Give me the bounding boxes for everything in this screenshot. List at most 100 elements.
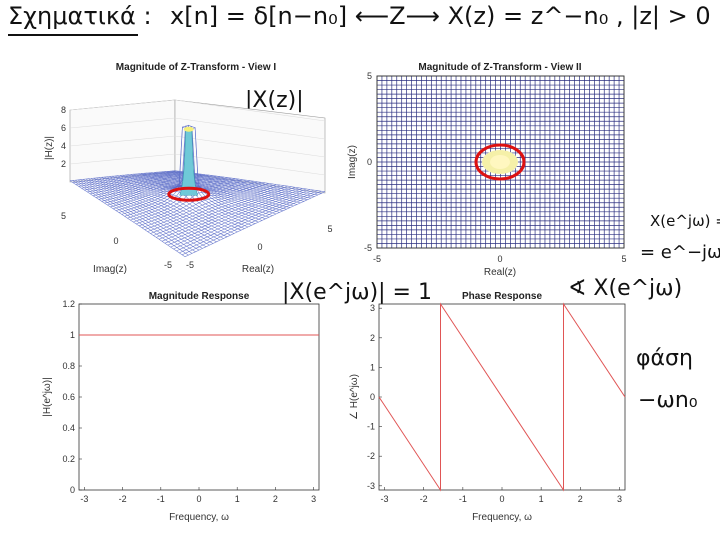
- surface-mesh-line: [151, 172, 294, 207]
- surface-mesh-line: [84, 172, 194, 191]
- x-tick-label: 1: [539, 494, 544, 504]
- y-tick-label: 1: [370, 362, 375, 372]
- surface-xtick-0: 0: [257, 242, 262, 252]
- surface-zlabel: |H(z)|: [44, 136, 55, 160]
- surface-mesh-line: [140, 173, 280, 213]
- y-tick-label: 0.4: [62, 423, 75, 433]
- heatmap-title: Magnitude of Z-Transform - View II: [418, 62, 581, 73]
- y-tick-label: -3: [367, 481, 375, 491]
- heatmap-peak-core: [490, 155, 510, 169]
- surface-wall-gridline: [69, 153, 176, 165]
- surface-wall-gridline: [69, 171, 176, 183]
- heatmap-frame: [376, 75, 625, 249]
- y-tick-label: 0.6: [62, 392, 75, 402]
- y-tick-label: 2: [370, 333, 375, 343]
- surface-z-tick-label: 4: [61, 141, 66, 151]
- handwritten-title: Σχηματικά :: [8, 2, 152, 30]
- surface-ytick-5: 5: [61, 211, 66, 221]
- x-tick-label: 2: [578, 494, 583, 504]
- x-tick-label: 1: [235, 494, 240, 504]
- y-tick-label: -2: [367, 451, 375, 461]
- surface-mesh: [69, 124, 326, 257]
- x-tick-label: -3: [80, 494, 88, 504]
- surface-mesh-line: [138, 173, 277, 215]
- heatmap-grid: [377, 76, 624, 248]
- surface-wall-gridline: [69, 135, 176, 147]
- y-tick-label: 1: [70, 330, 75, 340]
- surface-wall-gridline: [174, 135, 326, 158]
- surface-z-tick-label: 8: [61, 105, 66, 115]
- x-tick-label: 3: [311, 494, 316, 504]
- surface-wall-gridline: [69, 117, 176, 129]
- phase-series-line: [378, 302, 626, 492]
- x-tick-label: 2: [273, 494, 278, 504]
- magnitude-plot-area: [78, 303, 320, 491]
- annotation-phase-symbol: ∢ X(e^jω): [568, 276, 683, 301]
- heatmap-xtick-5: 5: [621, 254, 626, 264]
- magnitude-ticks: -3 -2 -1 0 1 2 3 0 0.2 0.4 0.6 0.8 1 1.2: [62, 299, 316, 504]
- heatmap-xtick-neg5: -5: [373, 254, 381, 264]
- surface-mesh-line: [184, 191, 326, 257]
- phase-title: Phase Response: [462, 291, 542, 302]
- surface-xlabel: Real(z): [242, 264, 274, 275]
- surface-mesh-line: [72, 170, 179, 183]
- magnitude-response-chart: Magnitude Response -3 -2 -1 0 1 2 3 0 0.2 0.4 0.6 0…: [42, 291, 320, 523]
- surface-mesh-line: [153, 172, 298, 205]
- phase-xlabel: Frequency, ω: [472, 512, 532, 523]
- surface-wall-gridline: [174, 99, 326, 122]
- x-tick-label: -2: [119, 494, 127, 504]
- y-tick-label: 1.2: [62, 299, 75, 309]
- surface-mesh-line: [87, 173, 198, 193]
- heatmap-xlabel: Real(z): [484, 267, 516, 278]
- x-tick-label: 0: [499, 494, 504, 504]
- surface-xtick-5: 5: [327, 224, 332, 234]
- surface-spike: [179, 126, 199, 196]
- surface-mesh-line: [78, 171, 187, 187]
- magnitude-xlabel: Frequency, ω: [169, 512, 229, 523]
- phase-response-chart: Phase Response -3 -2 -1 0 1 2 3 -3 -2 -1 0 1 2 3 Freq…: [349, 291, 626, 523]
- surface-mesh-line: [125, 124, 259, 223]
- magnitude-ylabel: |H(e^jω)|: [42, 377, 53, 416]
- x-tick-label: -3: [381, 494, 389, 504]
- x-tick-label: -1: [157, 494, 165, 504]
- surface-title: Magnitude of Z-Transform - View I: [116, 62, 277, 73]
- title-underline: [8, 34, 138, 36]
- surface-mesh-line: [75, 171, 183, 185]
- handwritten-equation: x[n] = δ[n−n₀] ⟵Z⟶ X(z) = z^−n₀ , |z| > …: [170, 2, 711, 30]
- surface-spike-top: [183, 126, 194, 132]
- surface-z-ticks: 2 4 6 8: [61, 105, 66, 169]
- surface-mesh-line: [69, 170, 176, 181]
- surface-unit-circle: [167, 186, 211, 202]
- y-tick-label: 3: [370, 303, 375, 313]
- surface-mesh-line: [156, 171, 301, 204]
- surface-wall-gridline: [174, 117, 326, 140]
- heatmap-ylabel: Imag(z): [347, 145, 358, 179]
- surface-wall-gridline: [174, 153, 326, 176]
- surface-mesh-line: [124, 124, 247, 217]
- phase-ylabel: ∠ H(e^jω): [349, 374, 360, 420]
- y-tick-label: 0: [370, 392, 375, 402]
- surface-mesh-line: [69, 180, 186, 257]
- surface-mesh-line: [107, 176, 224, 206]
- surface-chart: Magnitude of Z-Transform - View I 2 4 6 8 |…: [44, 62, 333, 275]
- surface-ytick-0: 0: [113, 236, 118, 246]
- heatmap-unit-circle: [474, 143, 526, 181]
- annotation-phasi: φάση: [636, 346, 693, 371]
- x-tick-label: -1: [459, 494, 467, 504]
- heatmap-xtick-0: 0: [497, 254, 502, 264]
- annotation-minus-omega-n0: −ωn₀: [638, 388, 698, 413]
- y-tick-label: 0.8: [62, 361, 75, 371]
- surface-mesh-line: [146, 172, 287, 210]
- annotation-x-line1: X(e^jω) =: [650, 212, 720, 230]
- y-tick-label: 0: [70, 485, 75, 495]
- surface-mesh-line: [110, 177, 228, 208]
- x-tick-label: 3: [617, 494, 622, 504]
- surface-z-tick-label: 2: [61, 159, 66, 169]
- surface-ylabel: Imag(z): [93, 264, 127, 275]
- surface-mesh-line: [113, 177, 232, 210]
- phase-ticks: -3 -2 -1 0 1 2 3 -3 -2 -1 0 1 2 3: [367, 303, 622, 504]
- heatmap-ytick-5: 5: [367, 71, 372, 81]
- heatmap-chart: Magnitude of Z-Transform - View II 5 0 -…: [347, 62, 627, 278]
- x-tick-label: -2: [420, 494, 428, 504]
